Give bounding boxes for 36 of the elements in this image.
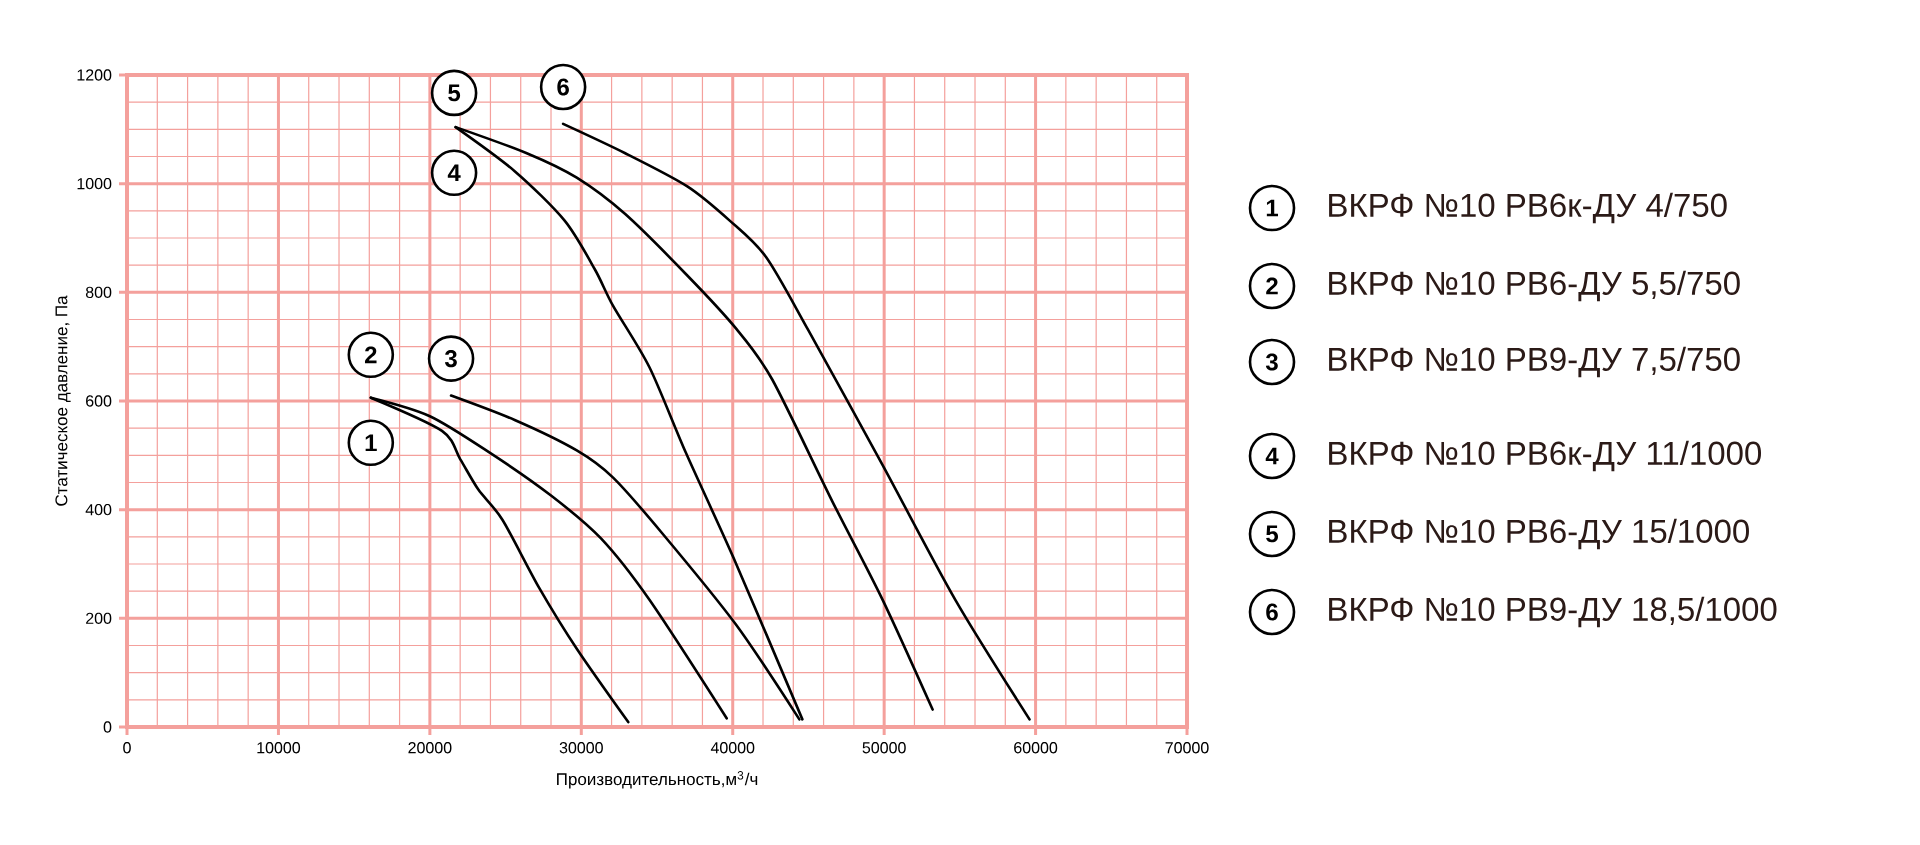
text: 3 bbox=[1265, 353, 1278, 371]
x-tick-label: 20000 bbox=[408, 742, 452, 754]
x-tick-label: 40000 bbox=[710, 742, 755, 754]
y-tick-label: 200 bbox=[86, 612, 112, 624]
y-tick-label: 1200 bbox=[77, 69, 112, 81]
x-tick-label: 70000 bbox=[1165, 742, 1209, 754]
legend-label: ВКРФ №10 РВ6к-ДУ 4/750 bbox=[1329, 192, 1727, 224]
y-tick-label: 800 bbox=[85, 286, 112, 298]
y-tick-label: 0 bbox=[103, 721, 112, 733]
annotation: 2 bbox=[364, 346, 377, 364]
annotation: 3 bbox=[444, 350, 457, 368]
x-tick-label: 60000 bbox=[1014, 742, 1058, 754]
annotation: 4 bbox=[447, 164, 461, 182]
annotation: 1 bbox=[365, 434, 377, 452]
legend-label: ВКРФ №10 РВ9-ДУ 7,5/750 bbox=[1329, 346, 1740, 378]
text: 1 bbox=[1266, 199, 1279, 217]
x-tick-label: 0 bbox=[123, 742, 131, 754]
y-tick-label: 600 bbox=[86, 395, 112, 407]
y-tick-label: 400 bbox=[85, 503, 112, 516]
legend-label: ВКРФ №10 РВ6к-ДУ 11/1000 bbox=[1329, 440, 1762, 472]
text: 5 bbox=[1266, 525, 1279, 543]
y-axis-title: Статическое давление, Па bbox=[55, 295, 71, 506]
text: 2 bbox=[1266, 277, 1278, 295]
annotation: 5 bbox=[448, 84, 461, 102]
legend-label: ВКРФ №10 РВ6-ДУ 5,5/750 bbox=[1329, 270, 1740, 302]
x-tick-label: 30000 bbox=[559, 742, 603, 754]
legend-label: ВКРФ №10 РВ6-ДУ 15/1000 bbox=[1329, 518, 1749, 550]
x-axis-title: Производительность,м$^{3}$/ч bbox=[557, 771, 758, 789]
line-series bbox=[561, 122, 1031, 721]
y-tick-label: 1000 bbox=[77, 177, 112, 190]
text: 4 bbox=[1265, 447, 1279, 465]
x-tick-label: 10000 bbox=[257, 742, 301, 754]
legend-label: ВКРФ №10 РВ9-ДУ 18,5/1000 bbox=[1329, 596, 1777, 628]
text: 6 bbox=[1266, 603, 1278, 621]
annotation: 6 bbox=[557, 78, 569, 96]
x-tick-label: 50000 bbox=[862, 742, 906, 754]
